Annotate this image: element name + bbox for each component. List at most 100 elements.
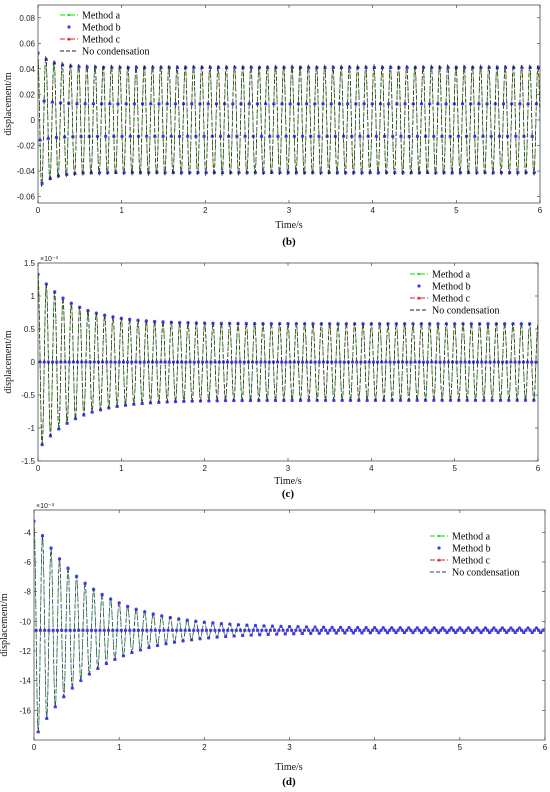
data-point xyxy=(259,360,263,364)
data-point xyxy=(164,642,168,646)
data-point xyxy=(223,399,228,403)
data-point xyxy=(192,628,196,632)
data-point xyxy=(344,322,348,326)
data-point xyxy=(142,360,146,364)
data-point xyxy=(128,317,132,321)
data-point xyxy=(415,398,419,402)
y-axis-label: displacement/m xyxy=(3,72,14,136)
x-tick-label: 6 xyxy=(543,743,548,752)
legend-marker xyxy=(417,296,421,300)
y-tick-label: -6 xyxy=(24,558,32,567)
data-point xyxy=(328,322,332,326)
data-point xyxy=(178,320,182,325)
data-point xyxy=(459,360,463,364)
data-point xyxy=(155,360,159,364)
data-point xyxy=(57,427,61,431)
y-tick-label: -0.06 xyxy=(17,193,36,202)
data-point xyxy=(244,321,248,326)
data-point xyxy=(403,102,407,106)
data-point xyxy=(300,134,305,138)
data-point xyxy=(378,322,382,326)
y-axis-label: displacement/m xyxy=(3,330,14,394)
y-tick-label: -14 xyxy=(19,677,31,686)
data-point xyxy=(128,628,132,632)
data-point xyxy=(218,134,223,138)
x-axis-label: Time/s xyxy=(274,476,302,487)
legend-marker xyxy=(67,13,71,17)
data-point xyxy=(436,322,440,326)
data-point xyxy=(153,319,157,324)
data-point xyxy=(338,360,342,364)
data-point xyxy=(387,628,392,632)
data-point xyxy=(100,592,104,597)
data-point xyxy=(496,360,501,364)
data-point xyxy=(475,360,480,364)
data-point xyxy=(317,134,321,138)
legend-label: No condensation xyxy=(432,306,500,317)
data-point xyxy=(307,398,311,402)
data-point xyxy=(409,360,413,364)
y-tick-label: -1.5 xyxy=(21,457,35,466)
x-tick-label: 4 xyxy=(372,743,377,752)
data-point xyxy=(125,360,130,364)
x-tick-label: 3 xyxy=(287,743,292,752)
x-tick-label: 6 xyxy=(536,464,541,473)
data-point xyxy=(296,360,301,364)
series-group xyxy=(34,519,545,734)
data-point xyxy=(288,102,292,106)
data-point xyxy=(140,401,144,406)
y-tick-label: -12 xyxy=(19,647,31,656)
data-point xyxy=(513,360,517,364)
x-tick-label: 4 xyxy=(369,464,374,473)
legend-marker xyxy=(437,546,441,550)
data-point xyxy=(361,322,365,326)
data-point xyxy=(268,628,272,632)
data-point xyxy=(473,134,477,138)
legend-marker xyxy=(67,25,71,29)
series-method-b xyxy=(38,272,538,447)
data-point xyxy=(255,628,260,632)
series-no-condensation xyxy=(34,521,545,733)
data-point xyxy=(140,628,145,632)
series-group xyxy=(38,272,538,447)
legend-item: Method b xyxy=(437,544,491,555)
data-point xyxy=(86,308,90,313)
data-point xyxy=(392,628,396,632)
legend-marker xyxy=(437,558,441,562)
y-tick-label: -10 xyxy=(19,617,31,626)
data-point xyxy=(40,533,45,538)
data-point xyxy=(234,360,238,364)
data-point xyxy=(442,360,446,364)
x-tick-label: 5 xyxy=(454,206,459,215)
data-point xyxy=(161,134,165,138)
panel-caption: (c) xyxy=(282,488,295,500)
data-point xyxy=(519,322,523,326)
legend-item: No condensation xyxy=(410,306,500,317)
legend-label: Method b xyxy=(452,544,491,555)
data-point xyxy=(285,628,289,632)
data-point xyxy=(428,102,432,106)
data-point xyxy=(485,102,489,106)
data-point xyxy=(117,601,121,605)
data-point xyxy=(103,313,107,317)
legend-item: Method a xyxy=(430,532,491,543)
y-tick-label: -0.5 xyxy=(21,391,35,400)
data-point xyxy=(221,628,226,632)
legend-marker xyxy=(417,272,421,276)
data-point xyxy=(145,134,149,138)
x-tick-label: 0 xyxy=(36,464,41,473)
data-point xyxy=(388,360,392,364)
data-point xyxy=(40,443,44,447)
data-point xyxy=(305,102,309,106)
series-line xyxy=(38,52,540,187)
data-point xyxy=(102,628,106,632)
data-point xyxy=(365,398,369,402)
data-point xyxy=(36,730,40,734)
data-point xyxy=(358,628,362,632)
data-point xyxy=(334,360,338,364)
data-point xyxy=(319,628,324,632)
data-point xyxy=(358,134,362,138)
legend-label: Method b xyxy=(432,282,471,293)
x-tick-label: 2 xyxy=(202,464,207,473)
data-point xyxy=(514,134,518,138)
